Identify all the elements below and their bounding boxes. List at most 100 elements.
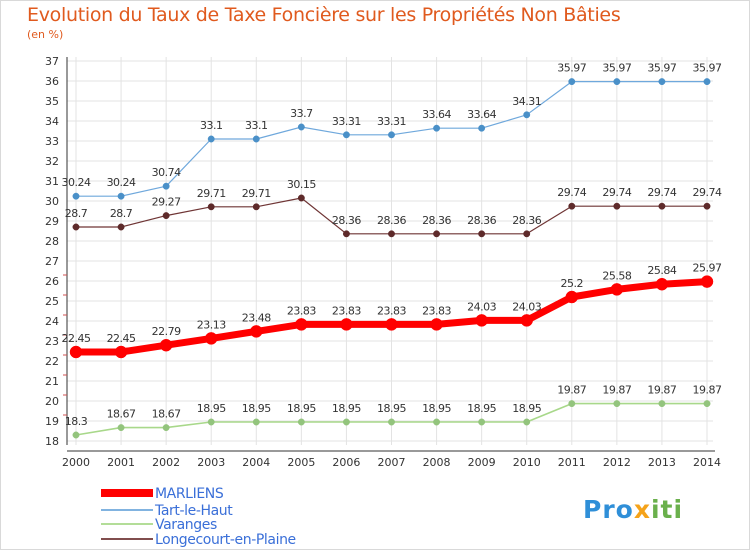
y-tick-label: 35: [45, 95, 59, 108]
data-label: 30.24: [107, 176, 136, 189]
y-tick-label: 30: [45, 195, 59, 208]
x-tick-label: 2006: [332, 456, 360, 469]
data-point: [433, 124, 441, 132]
data-label: 22.79: [152, 325, 181, 338]
proxiti-logo: Proxiti: [583, 495, 683, 524]
data-point: [568, 400, 576, 408]
data-label: 18.95: [242, 402, 271, 415]
data-label: 33.31: [332, 115, 361, 128]
data-point: [252, 135, 260, 143]
data-point: [295, 318, 308, 331]
data-point: [385, 318, 398, 331]
y-tick-label: 27: [45, 255, 59, 268]
data-point: [388, 131, 395, 139]
data-point: [658, 400, 666, 408]
data-point: [342, 230, 350, 238]
data-label: 30.74: [152, 166, 181, 179]
data-label: 22.45: [62, 332, 91, 345]
data-label: 22.45: [107, 332, 136, 345]
series-layer: [69, 78, 714, 439]
y-tick-label: 33: [45, 135, 59, 148]
data-label: 33.7: [290, 107, 313, 120]
legend-label: Longecourt-en-Plaine: [155, 532, 296, 548]
data-point: [114, 345, 128, 359]
data-label: 29.71: [197, 187, 226, 200]
legend-label: MARLIENS: [155, 486, 224, 502]
y-tick-label: 20: [45, 395, 59, 408]
data-label: 29.27: [152, 196, 181, 209]
data-point: [207, 135, 215, 143]
data-point: [388, 418, 395, 426]
data-label: 30.15: [287, 178, 316, 191]
data-point: [613, 78, 621, 86]
data-label: 23.83: [287, 304, 316, 317]
data-point: [72, 192, 80, 200]
data-label: 29.74: [602, 186, 631, 199]
data-label: 18.95: [512, 402, 541, 415]
data-label: 28.36: [512, 214, 541, 227]
proxiti-logo-text: Proxiti: [583, 495, 683, 524]
chart-title: Evolution du Taux de Taxe Foncière sur l…: [27, 4, 621, 26]
data-point: [207, 203, 215, 211]
data-label: 28.36: [377, 214, 406, 227]
y-tick-label: 36: [45, 75, 59, 88]
data-point: [207, 418, 215, 426]
y-tick-label: 31: [45, 175, 59, 188]
data-point: [613, 400, 621, 408]
x-tick-label: 2004: [242, 456, 270, 469]
data-label: 29.74: [557, 186, 586, 199]
data-point: [613, 202, 621, 210]
data-point: [204, 332, 218, 345]
data-point: [72, 223, 80, 231]
data-label: 24.03: [467, 300, 496, 313]
y-tick-label: 29: [45, 215, 59, 228]
data-label: 18.95: [377, 402, 406, 415]
data-label: 25.2: [561, 277, 584, 290]
x-tick-label: 2008: [423, 456, 451, 469]
data-label: 33.64: [422, 108, 451, 121]
data-point: [478, 124, 486, 132]
data-point: [523, 230, 531, 238]
y-tick-label: 18: [45, 435, 59, 448]
data-point: [703, 400, 711, 408]
data-point: [478, 230, 486, 238]
data-point: [72, 431, 80, 439]
axis-layer: 18 19 20 21 22 23 24 25 26 27 28 29 30 31 32 33 34 35 36 37…: [45, 55, 721, 469]
data-point: [342, 418, 350, 426]
y-tick-label: 25: [45, 295, 59, 308]
data-label: 35.97: [647, 62, 676, 75]
x-tick-label: 2009: [468, 456, 496, 469]
data-label: 25.84: [647, 264, 676, 277]
data-point: [700, 275, 714, 288]
legend-label: Tart-le-Haut: [154, 503, 233, 519]
grid-layer: [67, 57, 713, 445]
data-point: [162, 212, 170, 220]
y-tick-label: 19: [45, 415, 59, 428]
data-label: 18.95: [467, 402, 496, 415]
x-tick-label: 2002: [152, 456, 180, 469]
y-tick-label: 34: [45, 115, 59, 128]
y-tick-label: 22: [45, 355, 59, 368]
data-point: [117, 223, 125, 231]
data-label: 33.64: [467, 108, 496, 121]
data-point: [252, 418, 260, 426]
data-point: [430, 318, 443, 331]
y-tick-label: 21: [45, 375, 59, 388]
data-label: 28.36: [467, 214, 496, 227]
data-label: 28.36: [332, 214, 361, 227]
data-label: 18.95: [332, 402, 361, 415]
data-point: [297, 123, 305, 131]
data-point: [520, 314, 533, 327]
y-tick-label: 23: [45, 335, 59, 348]
data-label: 18.67: [107, 408, 136, 421]
data-point: [159, 338, 173, 352]
data-point: [69, 345, 83, 359]
y-tick-label: 24: [45, 315, 59, 328]
data-point: [478, 418, 486, 426]
data-label: 23.83: [332, 304, 361, 317]
x-tick-label: 2000: [62, 456, 90, 469]
x-tick-label: 2011: [558, 456, 586, 469]
data-label: 28.7: [110, 207, 133, 220]
